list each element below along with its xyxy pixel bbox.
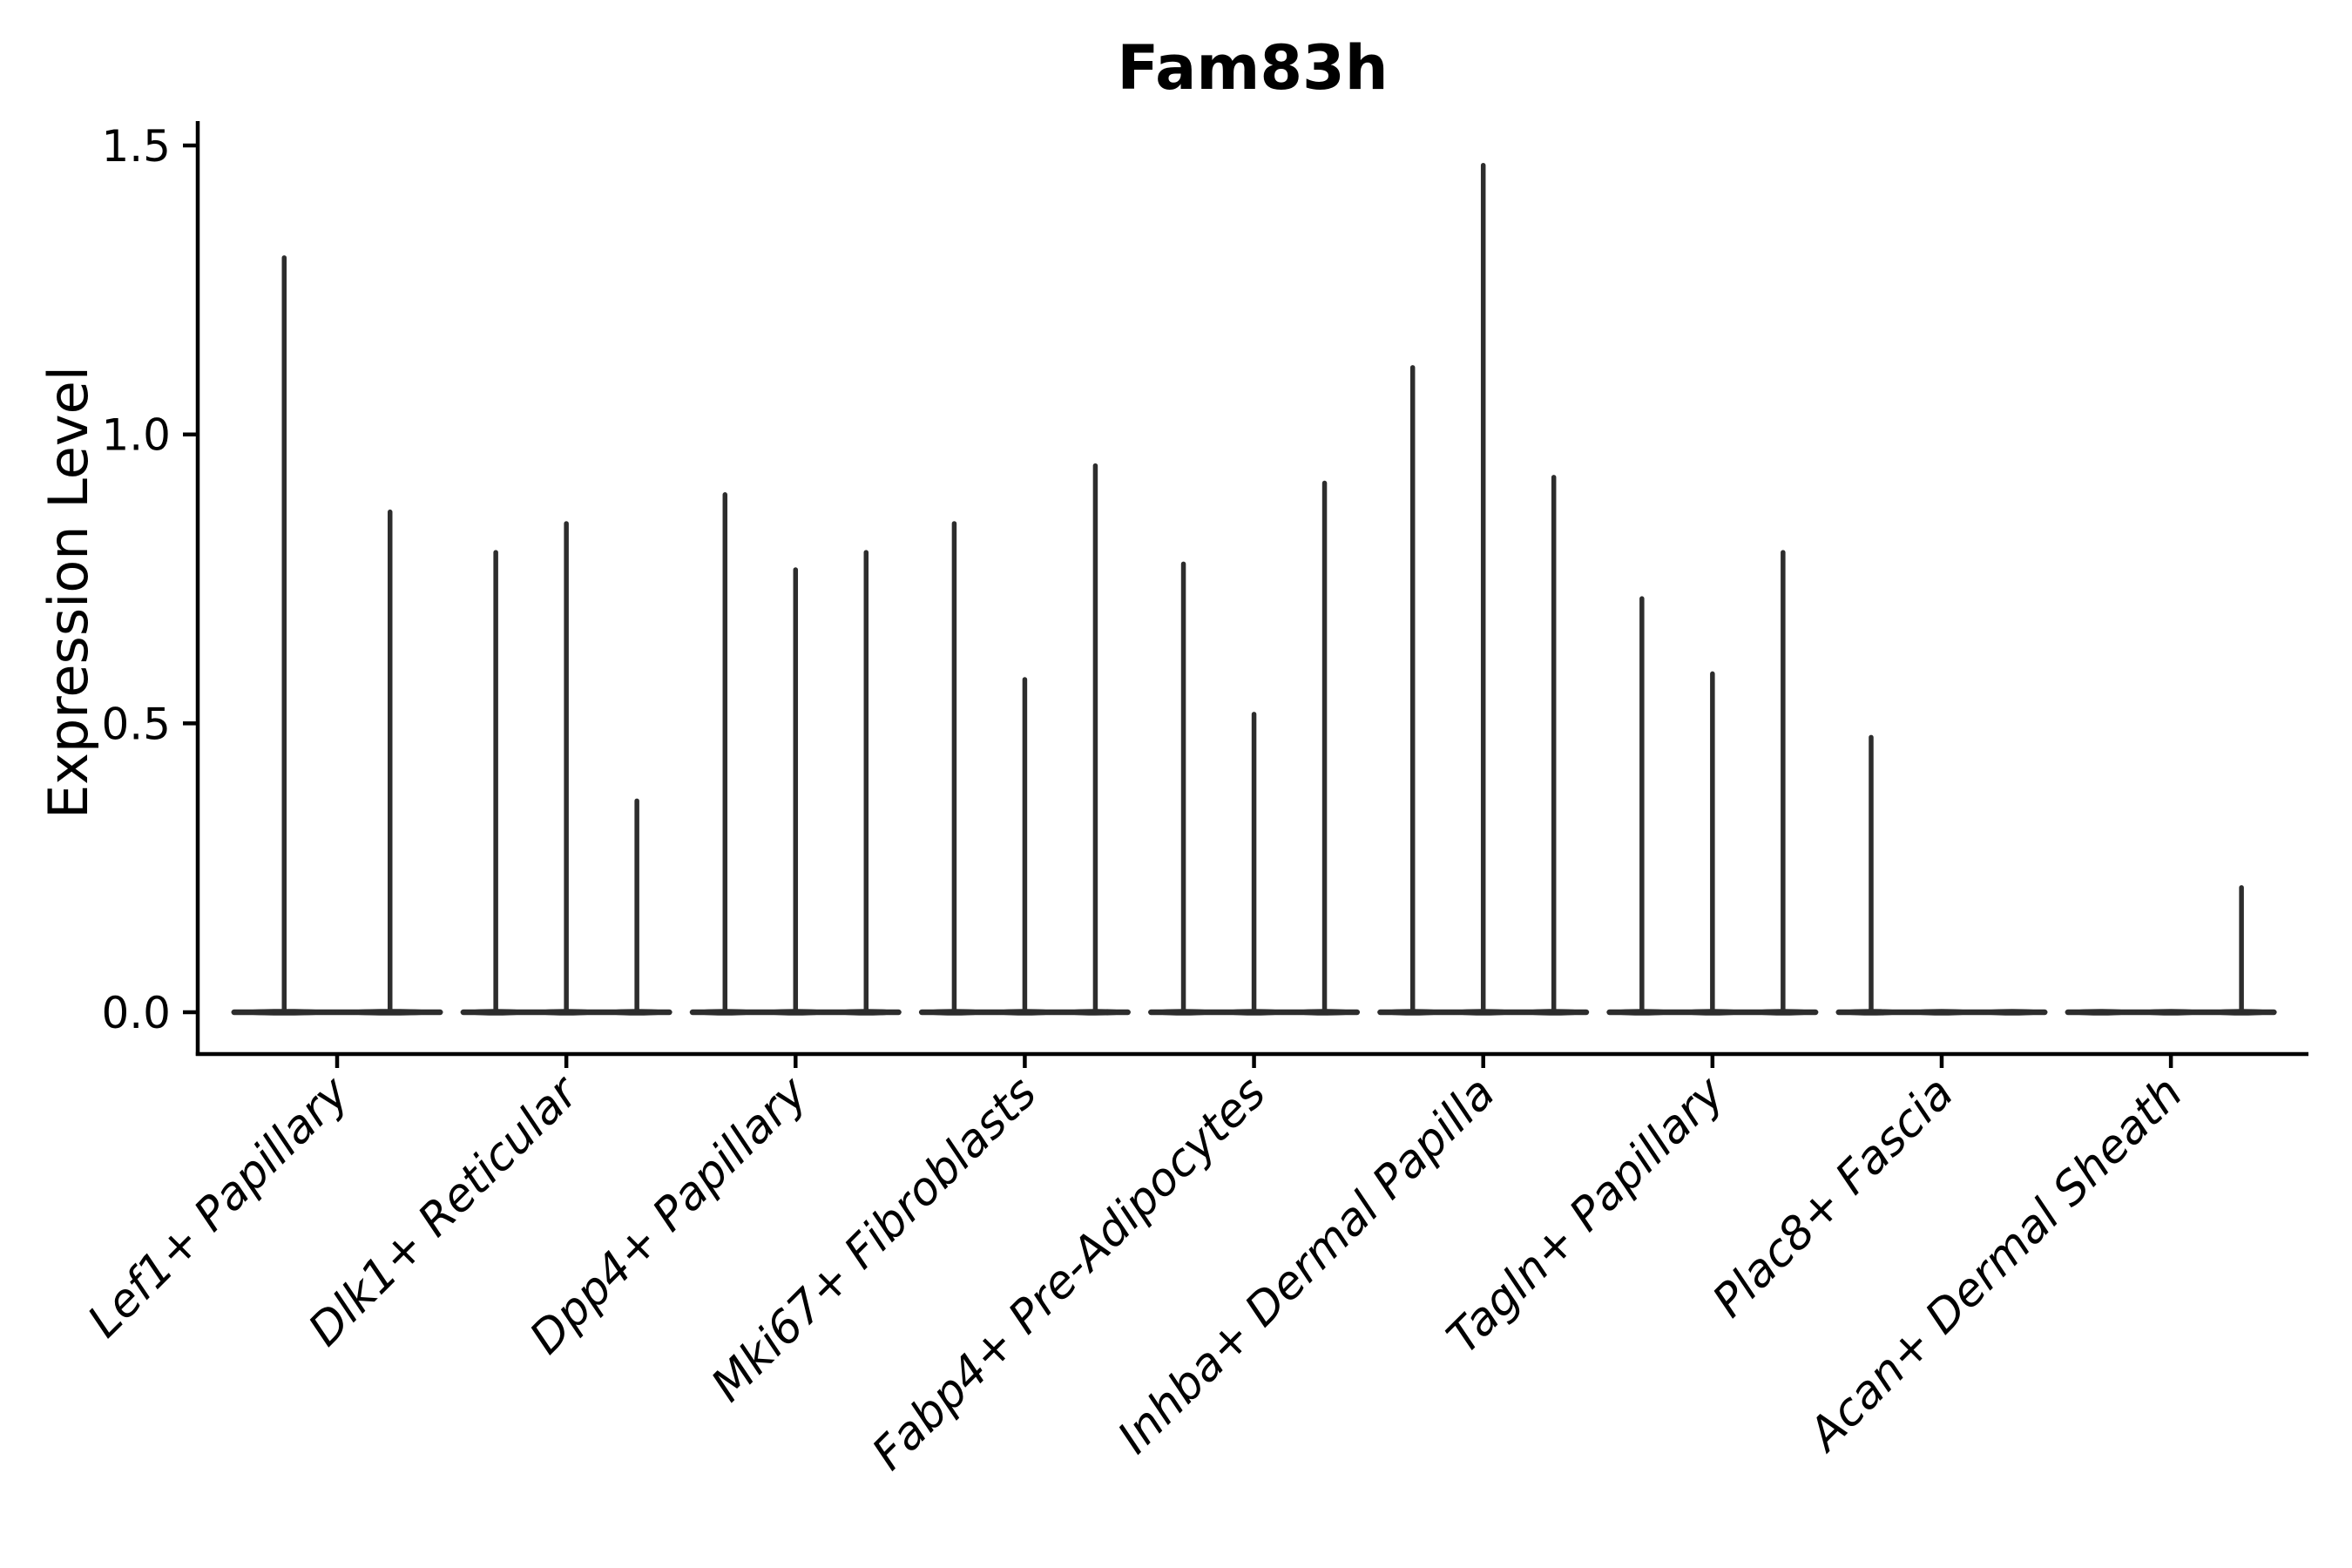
violin-spike: [793, 567, 799, 1012]
x-tick-label: Plac8+ Fascia: [1703, 1067, 1963, 1328]
y-axis-ticks: 0.0 0.5 1.0 1.5: [101, 121, 198, 1038]
chart-title: Fam83h: [1117, 32, 1388, 104]
violin-spike: [1321, 480, 1328, 1012]
violin-spike: [1781, 550, 1786, 1012]
violin-spike: [2239, 885, 2244, 1012]
violin-base-swell: [2135, 1009, 2207, 1016]
y-tick-label: 1.0: [101, 410, 171, 461]
y-tick-label: 1.5: [101, 121, 171, 172]
x-tick-label: Acan+ Dermal Sheath: [1797, 1067, 2193, 1463]
violin-spike: [1869, 734, 1874, 1012]
violin-spike: [388, 509, 393, 1012]
violin-spike: [1092, 463, 1098, 1012]
violin-spike: [1251, 712, 1257, 1012]
violins-layer: [231, 162, 2277, 1016]
violin-spike: [281, 255, 287, 1012]
violin-base-swell: [1977, 1009, 2048, 1016]
violin-base-swell: [1906, 1009, 1977, 1016]
violin-spike: [493, 550, 498, 1012]
violin-spike: [564, 521, 569, 1012]
violin-spike: [1551, 475, 1557, 1012]
violin-spike: [1409, 365, 1416, 1012]
violin-spike: [951, 521, 957, 1012]
y-tick-label: 0.0: [101, 988, 171, 1038]
violin-spike: [1480, 162, 1486, 1013]
violin-spike: [722, 492, 728, 1012]
violin-spike: [1710, 671, 1715, 1012]
violin-spike: [1022, 677, 1028, 1012]
violin-spike: [1180, 561, 1186, 1012]
violin-spike: [863, 550, 869, 1012]
violin-spike: [1639, 596, 1645, 1012]
x-tick-label: Inhba+ Dermal Papilla: [1108, 1067, 1505, 1464]
y-axis-label: Expression Level: [37, 366, 100, 819]
violin-base-swell: [2065, 1009, 2136, 1016]
x-tick-label: Fabp4+ Pre-Adipocytes: [862, 1067, 1276, 1481]
y-tick-label: 0.5: [101, 699, 171, 749]
violin-spike: [634, 798, 639, 1012]
